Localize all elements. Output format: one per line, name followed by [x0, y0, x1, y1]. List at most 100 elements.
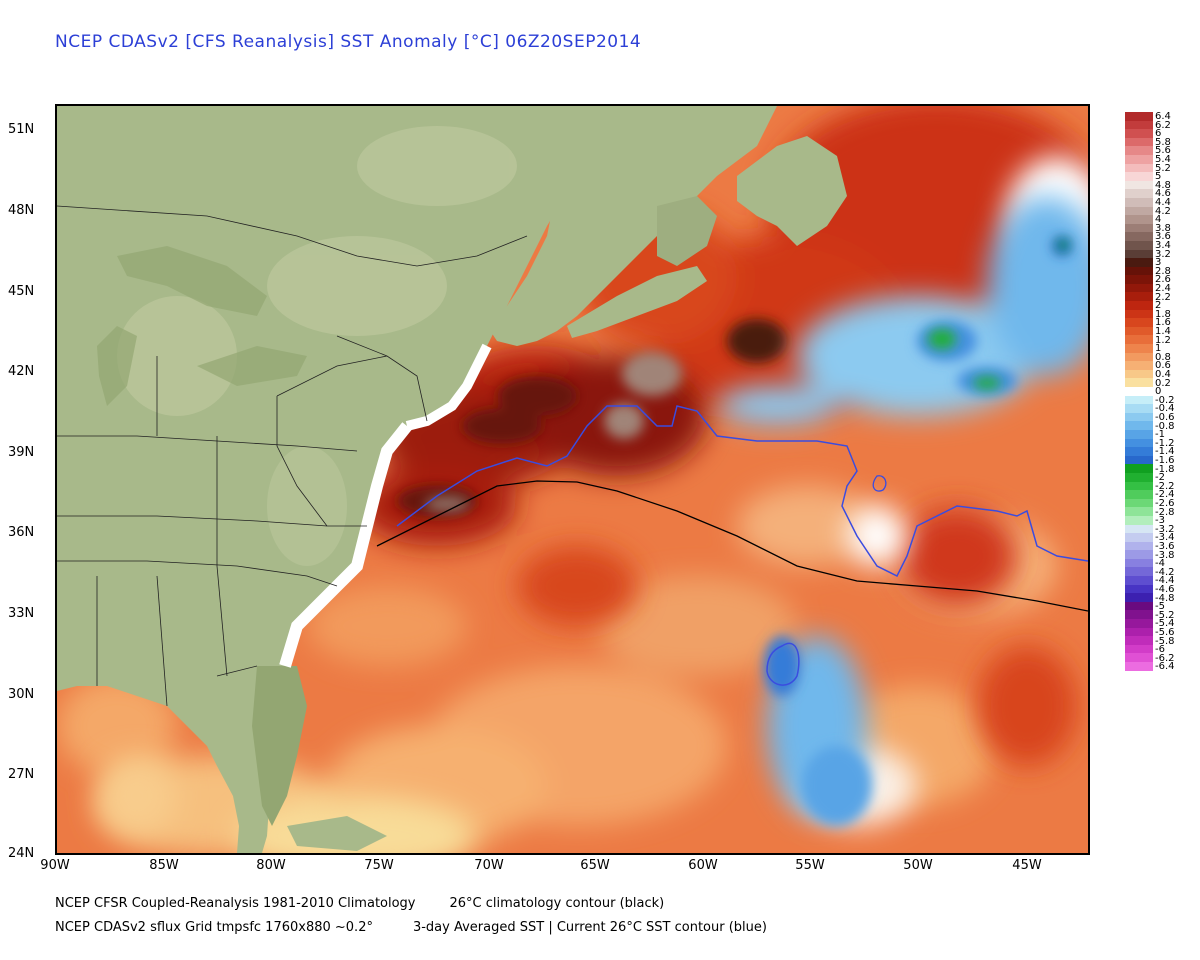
- legend-swatch: [1125, 172, 1153, 181]
- legend-swatch: [1125, 318, 1153, 327]
- legend-swatch: [1125, 438, 1153, 448]
- legend-swatch: [1125, 515, 1153, 525]
- legend-swatch: [1125, 644, 1153, 654]
- legend-label: 3: [1155, 257, 1162, 269]
- current-26c-contour-eddy: [766, 642, 800, 686]
- legend-label: -1.8: [1155, 463, 1175, 475]
- lat-label: 42N: [8, 364, 35, 379]
- legend-swatch: [1125, 352, 1153, 362]
- legend-label: 0.8: [1155, 351, 1171, 363]
- legend-label: 1.2: [1155, 334, 1171, 346]
- legend-swatch: [1125, 369, 1153, 379]
- lon-label: 70W: [474, 858, 504, 873]
- legend-swatch: [1125, 344, 1153, 353]
- color-legend: [1125, 112, 1153, 671]
- legend-swatch: [1125, 429, 1153, 439]
- legend-swatch: [1125, 541, 1153, 551]
- legend-label: -4.4: [1155, 575, 1175, 587]
- lat-label: 39N: [8, 445, 35, 460]
- legend-label: -4.8: [1155, 592, 1175, 604]
- legend-label: -0.8: [1155, 420, 1175, 432]
- legend-label: 4.4: [1155, 197, 1171, 208]
- legend-swatch: [1125, 326, 1153, 336]
- legend-swatch: [1125, 129, 1153, 138]
- legend-label: 2.2: [1155, 291, 1171, 303]
- legend-label: -3.8: [1155, 549, 1175, 561]
- legend-label: -2.8: [1155, 506, 1175, 518]
- current-contour-note: 3-day Averaged SST | Current 26°C SST co…: [412, 920, 767, 935]
- legend-label: 3.6: [1155, 231, 1171, 243]
- legend-swatch: [1125, 490, 1153, 499]
- legend-label: 5: [1155, 171, 1162, 183]
- lat-label: 36N: [8, 525, 35, 540]
- legend-swatch: [1125, 507, 1153, 516]
- legend-swatch: [1125, 412, 1153, 422]
- climatology-contour-note: 26°C climatology contour (black): [449, 896, 665, 911]
- footer-line-1: NCEP CFSR Coupled-Reanalysis 1981-2010 C…: [55, 896, 664, 911]
- legend-label: 3.4: [1155, 240, 1171, 251]
- legend-label: -1.6: [1155, 455, 1175, 466]
- legend-swatch: [1125, 636, 1153, 645]
- legend-swatch: [1125, 258, 1153, 267]
- legend-label: -5.6: [1155, 627, 1175, 638]
- lon-label: 65W: [580, 858, 610, 873]
- legend-swatch: [1125, 464, 1153, 473]
- legend-label: -5: [1155, 601, 1165, 613]
- legend-label: -1.4: [1155, 446, 1175, 458]
- legend-swatch: [1125, 292, 1153, 302]
- legend-label: -5.4: [1155, 618, 1175, 630]
- political-boundaries: [57, 205, 528, 707]
- legend-swatch: [1125, 223, 1153, 233]
- legend-swatch: [1125, 524, 1153, 534]
- legend-label: 6: [1155, 128, 1162, 140]
- lon-label: 60W: [688, 858, 718, 873]
- legend-label: 5.6: [1155, 145, 1171, 157]
- lon-label: 50W: [903, 858, 933, 873]
- legend-label: -1: [1155, 429, 1165, 441]
- legend-swatch: [1125, 137, 1153, 147]
- legend-label: 2: [1155, 300, 1162, 312]
- legend-swatch: [1125, 146, 1153, 155]
- lon-label: 75W: [364, 858, 394, 873]
- legend-swatch: [1125, 309, 1153, 319]
- legend-swatch: [1125, 395, 1153, 405]
- lon-label: 45W: [1012, 858, 1042, 873]
- legend-swatch: [1125, 387, 1153, 396]
- legend-label: -1.2: [1155, 437, 1175, 449]
- legend-label: 3.2: [1155, 248, 1171, 260]
- legend-label: 6.2: [1155, 119, 1171, 131]
- legend-swatch: [1125, 447, 1153, 456]
- legend-swatch: [1125, 619, 1153, 628]
- legend-label: 1.6: [1155, 317, 1171, 329]
- legend-swatch: [1125, 455, 1153, 465]
- legend-label: 1.4: [1155, 326, 1171, 337]
- map-canvas: [57, 106, 1088, 853]
- legend-label: -5.2: [1155, 609, 1175, 621]
- legend-swatch: [1125, 576, 1153, 585]
- lat-label: 51N: [8, 122, 35, 137]
- legend-swatch: [1125, 361, 1153, 370]
- legend-label: 2.6: [1155, 274, 1171, 286]
- lon-label: 90W: [40, 858, 70, 873]
- legend-label: 4: [1155, 214, 1162, 226]
- legend-swatch: [1125, 120, 1153, 130]
- legend-label: 3.8: [1155, 222, 1171, 234]
- legend-swatch: [1125, 421, 1153, 430]
- legend-swatch: [1125, 163, 1153, 173]
- legend-swatch: [1125, 662, 1153, 671]
- legend-label: -0.4: [1155, 403, 1175, 415]
- legend-label: 0.2: [1155, 377, 1171, 389]
- climatology-26c-contour: [376, 480, 1088, 612]
- legend-label: -5.8: [1155, 635, 1175, 647]
- current-26c-contour-loop: [872, 475, 887, 492]
- legend-label: 5.8: [1155, 136, 1171, 148]
- legend-label: -3.6: [1155, 541, 1175, 552]
- legend-swatch: [1125, 481, 1153, 491]
- legend-label: 5.4: [1155, 154, 1171, 165]
- legend-swatch: [1125, 584, 1153, 594]
- legend-swatch: [1125, 154, 1153, 164]
- legend-swatch: [1125, 404, 1153, 413]
- legend-label: -2.2: [1155, 480, 1175, 492]
- legend-label: 5.2: [1155, 162, 1171, 174]
- lat-label: 48N: [8, 203, 35, 218]
